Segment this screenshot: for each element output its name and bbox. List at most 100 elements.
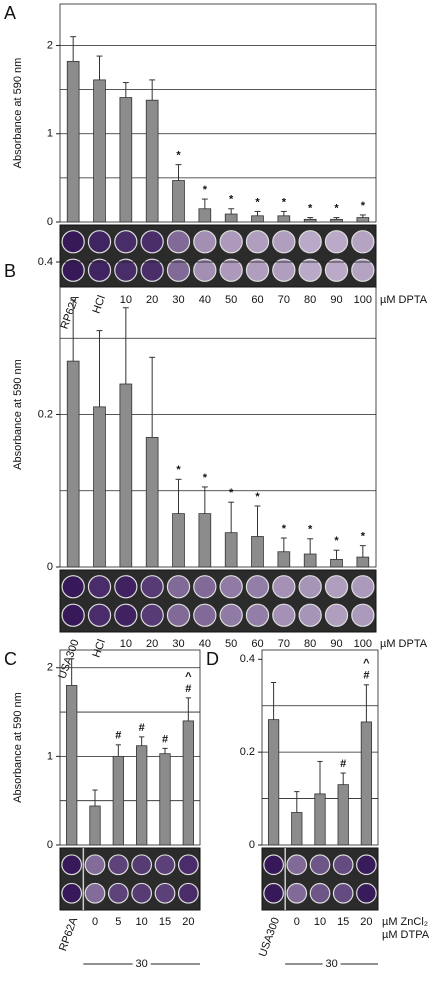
well bbox=[332, 854, 354, 876]
well bbox=[154, 882, 176, 904]
bar bbox=[251, 536, 264, 568]
x-tick-label: 20 bbox=[146, 638, 158, 650]
well bbox=[332, 882, 354, 904]
well bbox=[87, 575, 112, 599]
well bbox=[87, 230, 112, 254]
unit-label: µM ZnCl₂ bbox=[382, 916, 428, 928]
well bbox=[114, 230, 138, 254]
panel-letter: C bbox=[4, 649, 17, 669]
bar bbox=[93, 79, 106, 223]
x-tick-label: RP62A bbox=[57, 915, 80, 952]
well bbox=[324, 258, 349, 282]
significance-marker: * bbox=[282, 196, 287, 208]
y-tick-label: 1 bbox=[47, 128, 53, 140]
bar bbox=[145, 99, 159, 223]
y-tick-label: 1 bbox=[47, 750, 53, 762]
well bbox=[166, 575, 191, 599]
bar bbox=[198, 513, 212, 568]
well bbox=[107, 882, 129, 904]
significance-marker: * bbox=[334, 535, 339, 547]
y-tick-label: 2 bbox=[47, 662, 53, 674]
well bbox=[324, 603, 349, 627]
x-tick-label: 15 bbox=[337, 916, 349, 928]
y-axis-label: Absorbance at 590 nm bbox=[12, 58, 24, 169]
well bbox=[177, 854, 199, 876]
significance-marker: * bbox=[176, 464, 181, 476]
well bbox=[356, 854, 377, 876]
well bbox=[193, 603, 217, 627]
bar bbox=[224, 532, 238, 568]
well bbox=[107, 854, 129, 876]
well bbox=[351, 230, 375, 254]
well bbox=[166, 603, 191, 627]
bar bbox=[182, 720, 194, 846]
bar bbox=[112, 755, 124, 846]
well bbox=[166, 258, 191, 282]
well bbox=[87, 258, 112, 282]
well bbox=[286, 854, 308, 876]
well bbox=[131, 854, 153, 876]
plot-frame bbox=[59, 649, 201, 846]
well bbox=[193, 575, 217, 599]
significance-marker: ^ bbox=[185, 671, 192, 683]
bar bbox=[314, 793, 326, 846]
y-tick-label: 0 bbox=[47, 216, 53, 228]
significance-marker: * bbox=[308, 524, 313, 536]
significance-marker: * bbox=[255, 196, 260, 208]
well bbox=[263, 882, 284, 904]
bar bbox=[66, 685, 78, 846]
well-plate bbox=[59, 224, 377, 288]
well bbox=[356, 882, 377, 904]
well bbox=[245, 258, 270, 282]
x-tick-label: 60 bbox=[251, 294, 263, 306]
well bbox=[324, 575, 349, 599]
bar bbox=[251, 215, 264, 223]
well bbox=[114, 575, 138, 599]
well bbox=[219, 230, 243, 254]
bar bbox=[224, 213, 238, 223]
x-tick-label: 90 bbox=[330, 294, 342, 306]
x-tick-label: 0 bbox=[92, 916, 98, 928]
y-tick-label: 0.2 bbox=[38, 408, 53, 420]
unit-label: µM DPTA bbox=[380, 638, 428, 650]
y-tick-label: 0 bbox=[47, 839, 53, 851]
x-tick-label: 5 bbox=[115, 916, 121, 928]
significance-marker: * bbox=[229, 194, 234, 206]
significance-marker: # bbox=[340, 758, 346, 770]
well bbox=[140, 575, 164, 599]
y-tick-label: 0.4 bbox=[38, 256, 53, 268]
well bbox=[272, 258, 296, 282]
x-tick-label: USA300 bbox=[257, 916, 282, 959]
well bbox=[87, 603, 112, 627]
well bbox=[114, 603, 138, 627]
x-tick-label: 20 bbox=[182, 916, 194, 928]
well-plate bbox=[59, 569, 377, 633]
bar bbox=[291, 812, 303, 846]
well bbox=[351, 603, 375, 627]
y-tick-label: 2 bbox=[47, 39, 53, 51]
panel-letter: B bbox=[4, 261, 16, 281]
well bbox=[298, 603, 322, 627]
bar bbox=[356, 556, 370, 568]
significance-marker: # bbox=[162, 733, 168, 745]
significance-marker: * bbox=[255, 491, 260, 503]
well bbox=[61, 575, 85, 599]
well bbox=[351, 258, 375, 282]
significance-marker: * bbox=[334, 202, 339, 214]
well bbox=[140, 603, 164, 627]
bar bbox=[136, 745, 148, 846]
x-tick-label: 50 bbox=[225, 294, 237, 306]
well bbox=[131, 882, 153, 904]
well bbox=[177, 882, 199, 904]
y-tick-label: 0.2 bbox=[240, 746, 255, 758]
bar bbox=[119, 97, 133, 223]
well-plate bbox=[59, 847, 201, 911]
significance-marker: # bbox=[115, 730, 121, 742]
significance-marker: # bbox=[363, 670, 369, 682]
bar bbox=[66, 360, 80, 568]
x-tick-label: 100 bbox=[354, 294, 372, 306]
well bbox=[154, 854, 176, 876]
well bbox=[84, 882, 106, 904]
well bbox=[286, 882, 308, 904]
